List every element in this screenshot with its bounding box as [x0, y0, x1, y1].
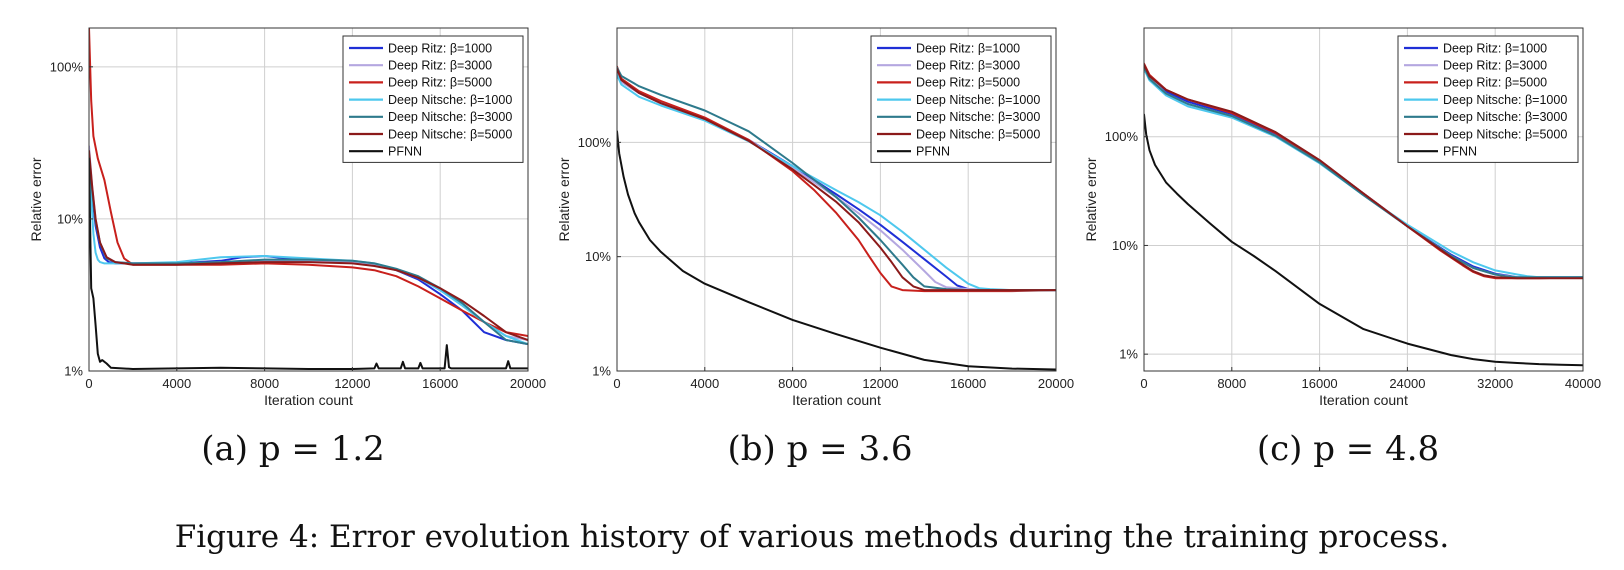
- x-tick-label: 0: [613, 376, 620, 391]
- series-line-3: [617, 73, 1056, 292]
- legend-box: [342, 35, 524, 163]
- chart-panel-a: 0 4000 8000 12000 16000 20000 1% 10% 100% Iterati…: [28, 27, 546, 408]
- axes-frame: [88, 27, 529, 372]
- x-tick-label: 24000: [1389, 376, 1425, 391]
- y-tick-label: 10%: [585, 249, 611, 264]
- legend-entry-3: Deep Nitsche: β=1000: [388, 93, 512, 107]
- x-tick-label: 12000: [334, 376, 370, 391]
- legend-entry-1: Deep Ritz: β=3000: [388, 59, 492, 73]
- x-axis-label: Iteration count: [792, 392, 881, 408]
- series-group: [617, 65, 1056, 371]
- x-tick-label: 16000: [422, 376, 458, 391]
- y-axis-label: Relative error: [1083, 157, 1099, 241]
- legend-entry-2: Deep Ritz: β=5000: [916, 76, 1020, 90]
- legend: Deep Ritz: β=1000 Deep Ritz: β=3000 Deep R…: [342, 35, 524, 163]
- legend-entry-6: PFNN: [1443, 145, 1477, 159]
- chart-panel-c: 0 8000 16000 24000 32000 40000 1% 10% 100% Iterat…: [1083, 27, 1601, 408]
- x-axis-label: Iteration count: [1319, 392, 1408, 408]
- x-tick-label: 16000: [950, 376, 986, 391]
- x-tick-label: 32000: [1477, 376, 1513, 391]
- x-tick-label: 0: [85, 376, 92, 391]
- subcaption-b: (b) p = 3.6: [727, 429, 912, 469]
- x-tick-label: 20000: [1038, 376, 1074, 391]
- legend-entry-5: Deep Nitsche: β=5000: [388, 127, 512, 141]
- subcaption-a: (a) p = 1.2: [201, 429, 385, 469]
- x-tick-label: 8000: [778, 376, 807, 391]
- y-axis-label: Relative error: [556, 157, 572, 241]
- subcaption-c: (c) p = 4.8: [1257, 429, 1439, 469]
- y-tick-label: 10%: [1112, 238, 1138, 253]
- legend: Deep Ritz: β=1000 Deep Ritz: β=3000 Deep R…: [870, 35, 1052, 163]
- series-group: [89, 28, 528, 370]
- legend-entry-5: Deep Nitsche: β=5000: [1443, 127, 1567, 141]
- y-tick-label: 100%: [50, 59, 84, 74]
- x-tick-label: 12000: [862, 376, 898, 391]
- y-axis-label: Relative error: [28, 157, 44, 241]
- chart-panel-b: 0 4000 8000 12000 16000 20000 1% 10% 100% Iterati…: [556, 27, 1074, 408]
- legend-entry-6: PFNN: [388, 145, 422, 159]
- legend-entry-4: Deep Nitsche: β=3000: [1443, 110, 1567, 124]
- axes-frame: [1143, 27, 1584, 372]
- axes-frame: [616, 27, 1057, 372]
- legend-entry-5: Deep Nitsche: β=5000: [916, 127, 1040, 141]
- x-tick-label: 8000: [250, 376, 279, 391]
- series-line-3: [89, 157, 528, 346]
- series-line-2: [89, 28, 528, 337]
- figure-caption: Figure 4: Error evolution history of var…: [175, 519, 1450, 555]
- x-tick-label: 0: [1140, 376, 1147, 391]
- y-tick-label: 1%: [64, 364, 83, 379]
- legend-entry-1: Deep Ritz: β=3000: [916, 59, 1020, 73]
- legend: Deep Ritz: β=1000 Deep Ritz: β=3000 Deep R…: [1397, 35, 1579, 163]
- x-axis-label: Iteration count: [264, 392, 353, 408]
- legend-entry-1: Deep Ritz: β=3000: [1443, 59, 1547, 73]
- x-tick-label: 20000: [510, 376, 546, 391]
- series-line-6: [1144, 113, 1583, 367]
- legend-entry-2: Deep Ritz: β=5000: [1443, 76, 1547, 90]
- legend-entry-4: Deep Nitsche: β=3000: [916, 110, 1040, 124]
- x-tick-label: 4000: [690, 376, 719, 391]
- series-line-5: [617, 67, 1056, 292]
- series-line-5: [89, 149, 528, 341]
- series-line-6: [617, 130, 1056, 371]
- legend-entry-0: Deep Ritz: β=1000: [1443, 41, 1547, 55]
- series-line-5: [1144, 63, 1583, 280]
- legend-entry-6: PFNN: [916, 145, 950, 159]
- legend-entry-0: Deep Ritz: β=1000: [388, 41, 492, 55]
- legend-entry-4: Deep Nitsche: β=3000: [388, 110, 512, 124]
- x-tick-label: 4000: [162, 376, 191, 391]
- y-tick-label: 100%: [578, 135, 612, 150]
- y-tick-label: 1%: [592, 364, 611, 379]
- x-tick-label: 8000: [1217, 376, 1246, 391]
- x-tick-label: 40000: [1565, 376, 1601, 391]
- x-tick-label: 16000: [1302, 376, 1338, 391]
- legend-entry-3: Deep Nitsche: β=1000: [916, 93, 1040, 107]
- y-tick-label: 100%: [1105, 129, 1139, 144]
- y-tick-label: 10%: [57, 211, 83, 226]
- y-tick-label: 1%: [1119, 347, 1138, 362]
- legend-entry-2: Deep Ritz: β=5000: [388, 76, 492, 90]
- series-line-6: [89, 157, 528, 370]
- series-group: [1144, 62, 1583, 367]
- legend-entry-0: Deep Ritz: β=1000: [916, 41, 1020, 55]
- legend-entry-3: Deep Nitsche: β=1000: [1443, 93, 1567, 107]
